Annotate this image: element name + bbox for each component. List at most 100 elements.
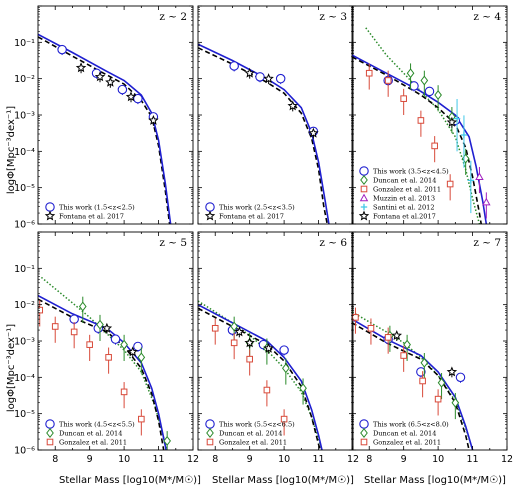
panel-5: 8 9 10 11 12 z ~ 6 This work (5.5<z<6.5)Duncan… bbox=[197, 231, 359, 465]
y-tick-label: 10⁻⁶ bbox=[14, 220, 35, 231]
plot-area bbox=[38, 276, 171, 450]
panel-frame bbox=[351, 231, 508, 451]
this-work-point bbox=[416, 367, 426, 377]
legend-marker-this-work bbox=[359, 166, 369, 176]
plot-area bbox=[198, 43, 330, 224]
panel-redshift-label: z ~ 3 bbox=[319, 11, 347, 23]
legend: This work (4.5<z<5.5)Duncan et al. 2014G… bbox=[45, 419, 135, 447]
gonzalez-point bbox=[70, 328, 78, 336]
legend-marker-gonzalez bbox=[206, 438, 214, 446]
panel-redshift-label: z ~ 2 bbox=[159, 11, 187, 23]
this-work-point bbox=[255, 72, 265, 82]
fontana-point bbox=[244, 337, 255, 348]
x-axis-label-middle: Stellar Mass [log10(M*/M☉)] bbox=[212, 475, 354, 486]
panel-6: 8 9 10 11 12 z ~ 7 This work (6.5<z<8.0)Duncan… bbox=[351, 231, 513, 465]
legend-marker-muzzin bbox=[359, 193, 369, 202]
panel-2: z ~ 3 This work (2.5<z<3.5)Fontana et al.… bbox=[197, 5, 354, 225]
gonzalez-point bbox=[263, 386, 271, 394]
legend-entry: Duncan et al. 2014 bbox=[219, 430, 282, 438]
panel-redshift-label: z ~ 4 bbox=[473, 11, 501, 23]
panel-redshift-label: z ~ 5 bbox=[159, 237, 187, 249]
x-axis-label-left: Stellar Mass [log10(M*/M☉)] bbox=[59, 475, 201, 486]
gonzalez-point bbox=[211, 324, 219, 332]
legend-marker-this-work bbox=[205, 202, 215, 212]
x-tick-label: 11 bbox=[467, 454, 479, 465]
y-axis-label-bottom: logΦ[Mpc⁻³dex⁻¹] bbox=[6, 324, 17, 412]
x-tick-label: 12 bbox=[501, 454, 513, 465]
duncan-point bbox=[434, 90, 442, 100]
x-tick-label: 8 bbox=[366, 454, 372, 465]
this-work-point bbox=[409, 81, 419, 91]
duncan-point bbox=[163, 435, 171, 446]
fontana-curve bbox=[198, 307, 322, 450]
legend-entry: Fontana et al.2017 bbox=[373, 213, 436, 221]
this-work-point bbox=[57, 44, 67, 55]
legend-entry: Gonzalez et al. 2011 bbox=[59, 439, 127, 447]
this-work-point bbox=[133, 341, 143, 352]
legend-marker-santini bbox=[360, 203, 368, 211]
panel-1: 10⁻⁶ 10⁻⁵ 10⁻⁴ 10⁻³ 10⁻² 10⁻¹ z ~ 2 This work (… bbox=[14, 5, 194, 231]
legend-entry: This work (4.5<z<5.5) bbox=[59, 421, 135, 429]
gonzalez-point bbox=[86, 341, 93, 348]
plot-area bbox=[198, 300, 323, 450]
legend-marker-this-work bbox=[205, 419, 215, 429]
legend-entry: Duncan et al. 2014 bbox=[373, 430, 436, 438]
panel-frame bbox=[197, 231, 354, 451]
panel-4: 8 9 10 11 12 10⁻⁶ 10⁻⁵ 10⁻⁴ 10⁻³ 10⁻² 10⁻¹ z ~ 5 Thi… bbox=[14, 231, 199, 465]
muzzin-point bbox=[475, 172, 484, 180]
panel-frame bbox=[37, 5, 194, 225]
x-tick-label: 9 bbox=[87, 454, 93, 465]
duncan-point bbox=[78, 301, 87, 312]
legend-marker-gonzalez bbox=[360, 185, 368, 193]
legend-marker-fontana bbox=[44, 210, 56, 221]
y-tick-label: 10⁻² bbox=[14, 74, 35, 85]
muzzin-point bbox=[482, 197, 491, 206]
duncan-point bbox=[451, 397, 460, 408]
y-tick-label: 10⁻⁴ bbox=[14, 147, 35, 158]
gonzalez-point bbox=[419, 377, 426, 385]
gonzalez-point bbox=[51, 323, 59, 330]
x-tick-label: 10 bbox=[432, 454, 444, 465]
this-work-point bbox=[275, 73, 286, 84]
legend: This work (2.5<z<3.5)Fontana et al. 2017 bbox=[204, 202, 295, 221]
gonzalez-point bbox=[400, 352, 407, 359]
y-tick-label: 10⁻⁴ bbox=[14, 373, 35, 384]
santini-point bbox=[467, 177, 475, 184]
y-tick-label: 10⁻⁵ bbox=[14, 183, 35, 194]
this-work-curve bbox=[198, 303, 323, 450]
fontana-point bbox=[446, 366, 458, 377]
x-tick-label: 10 bbox=[278, 454, 290, 465]
gonzalez-point bbox=[230, 339, 238, 347]
x-tick-label: 11 bbox=[153, 454, 165, 465]
x-tick-label: 10 bbox=[118, 454, 130, 465]
legend-marker-duncan bbox=[360, 428, 368, 438]
x-tick-label: 11 bbox=[313, 454, 325, 465]
panel-frame bbox=[197, 5, 354, 225]
legend-marker-gonzalez bbox=[46, 438, 54, 446]
y-tick-label: 10⁻⁶ bbox=[14, 446, 35, 457]
y-tick-label: 10⁻³ bbox=[14, 337, 35, 348]
this-work-point bbox=[229, 61, 239, 71]
duncan-point bbox=[282, 363, 290, 374]
gonzalez-point bbox=[138, 415, 145, 423]
legend-entry: Santini et al. 2012 bbox=[373, 204, 435, 212]
fontana-point bbox=[263, 73, 274, 84]
this-work-curve bbox=[38, 33, 172, 224]
legend-marker-this-work bbox=[359, 419, 369, 429]
legend-entry: Fontana et al. 2017 bbox=[59, 213, 124, 221]
x-tick-label: 8 bbox=[52, 454, 58, 465]
gonzalez-point bbox=[431, 142, 438, 150]
fontana-point bbox=[234, 326, 245, 337]
this-work-curve bbox=[352, 54, 488, 224]
legend-marker-gonzalez bbox=[360, 438, 368, 446]
legend-marker-duncan bbox=[360, 175, 368, 185]
legend-entry: Fontana et al. 2017 bbox=[219, 213, 284, 221]
x-tick-label: 12 bbox=[347, 454, 359, 465]
legend: This work (5.5<z<6.5)Duncan et al. 2014G… bbox=[205, 419, 295, 447]
gonzalez-point bbox=[105, 354, 112, 361]
duncan-point bbox=[461, 153, 470, 164]
y-axis-label-top: logΦ[Mpc⁻³dex⁻¹] bbox=[6, 106, 17, 194]
fontana-curve bbox=[38, 36, 171, 224]
duncan-point bbox=[403, 339, 411, 350]
